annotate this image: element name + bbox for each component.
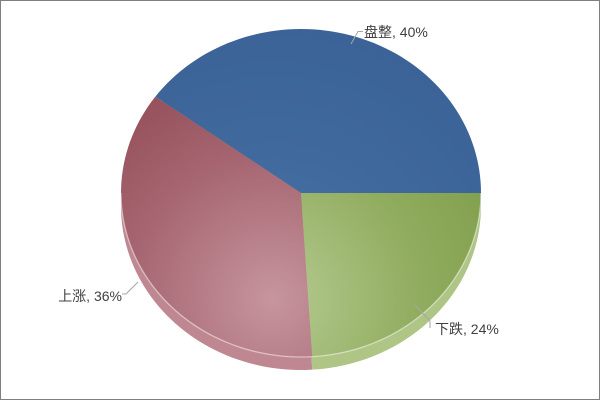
label-leader-xiadie [413, 303, 431, 328]
pie-slice-xiadie [301, 193, 481, 357]
label-leader-pangzheng [350, 31, 363, 45]
label-leader-shangzhang [122, 281, 139, 295]
pie-bottom-highlight [120, 192, 482, 358]
pie-slice-pangzheng [155, 29, 481, 193]
data-label-pangzheng: 盘整, 40% [364, 24, 428, 40]
pie-slice-shangzhang [121, 96, 313, 357]
data-label-xiadie: 下跌, 24% [435, 321, 499, 337]
data-label-shangzhang: 上涨, 36% [58, 288, 122, 304]
